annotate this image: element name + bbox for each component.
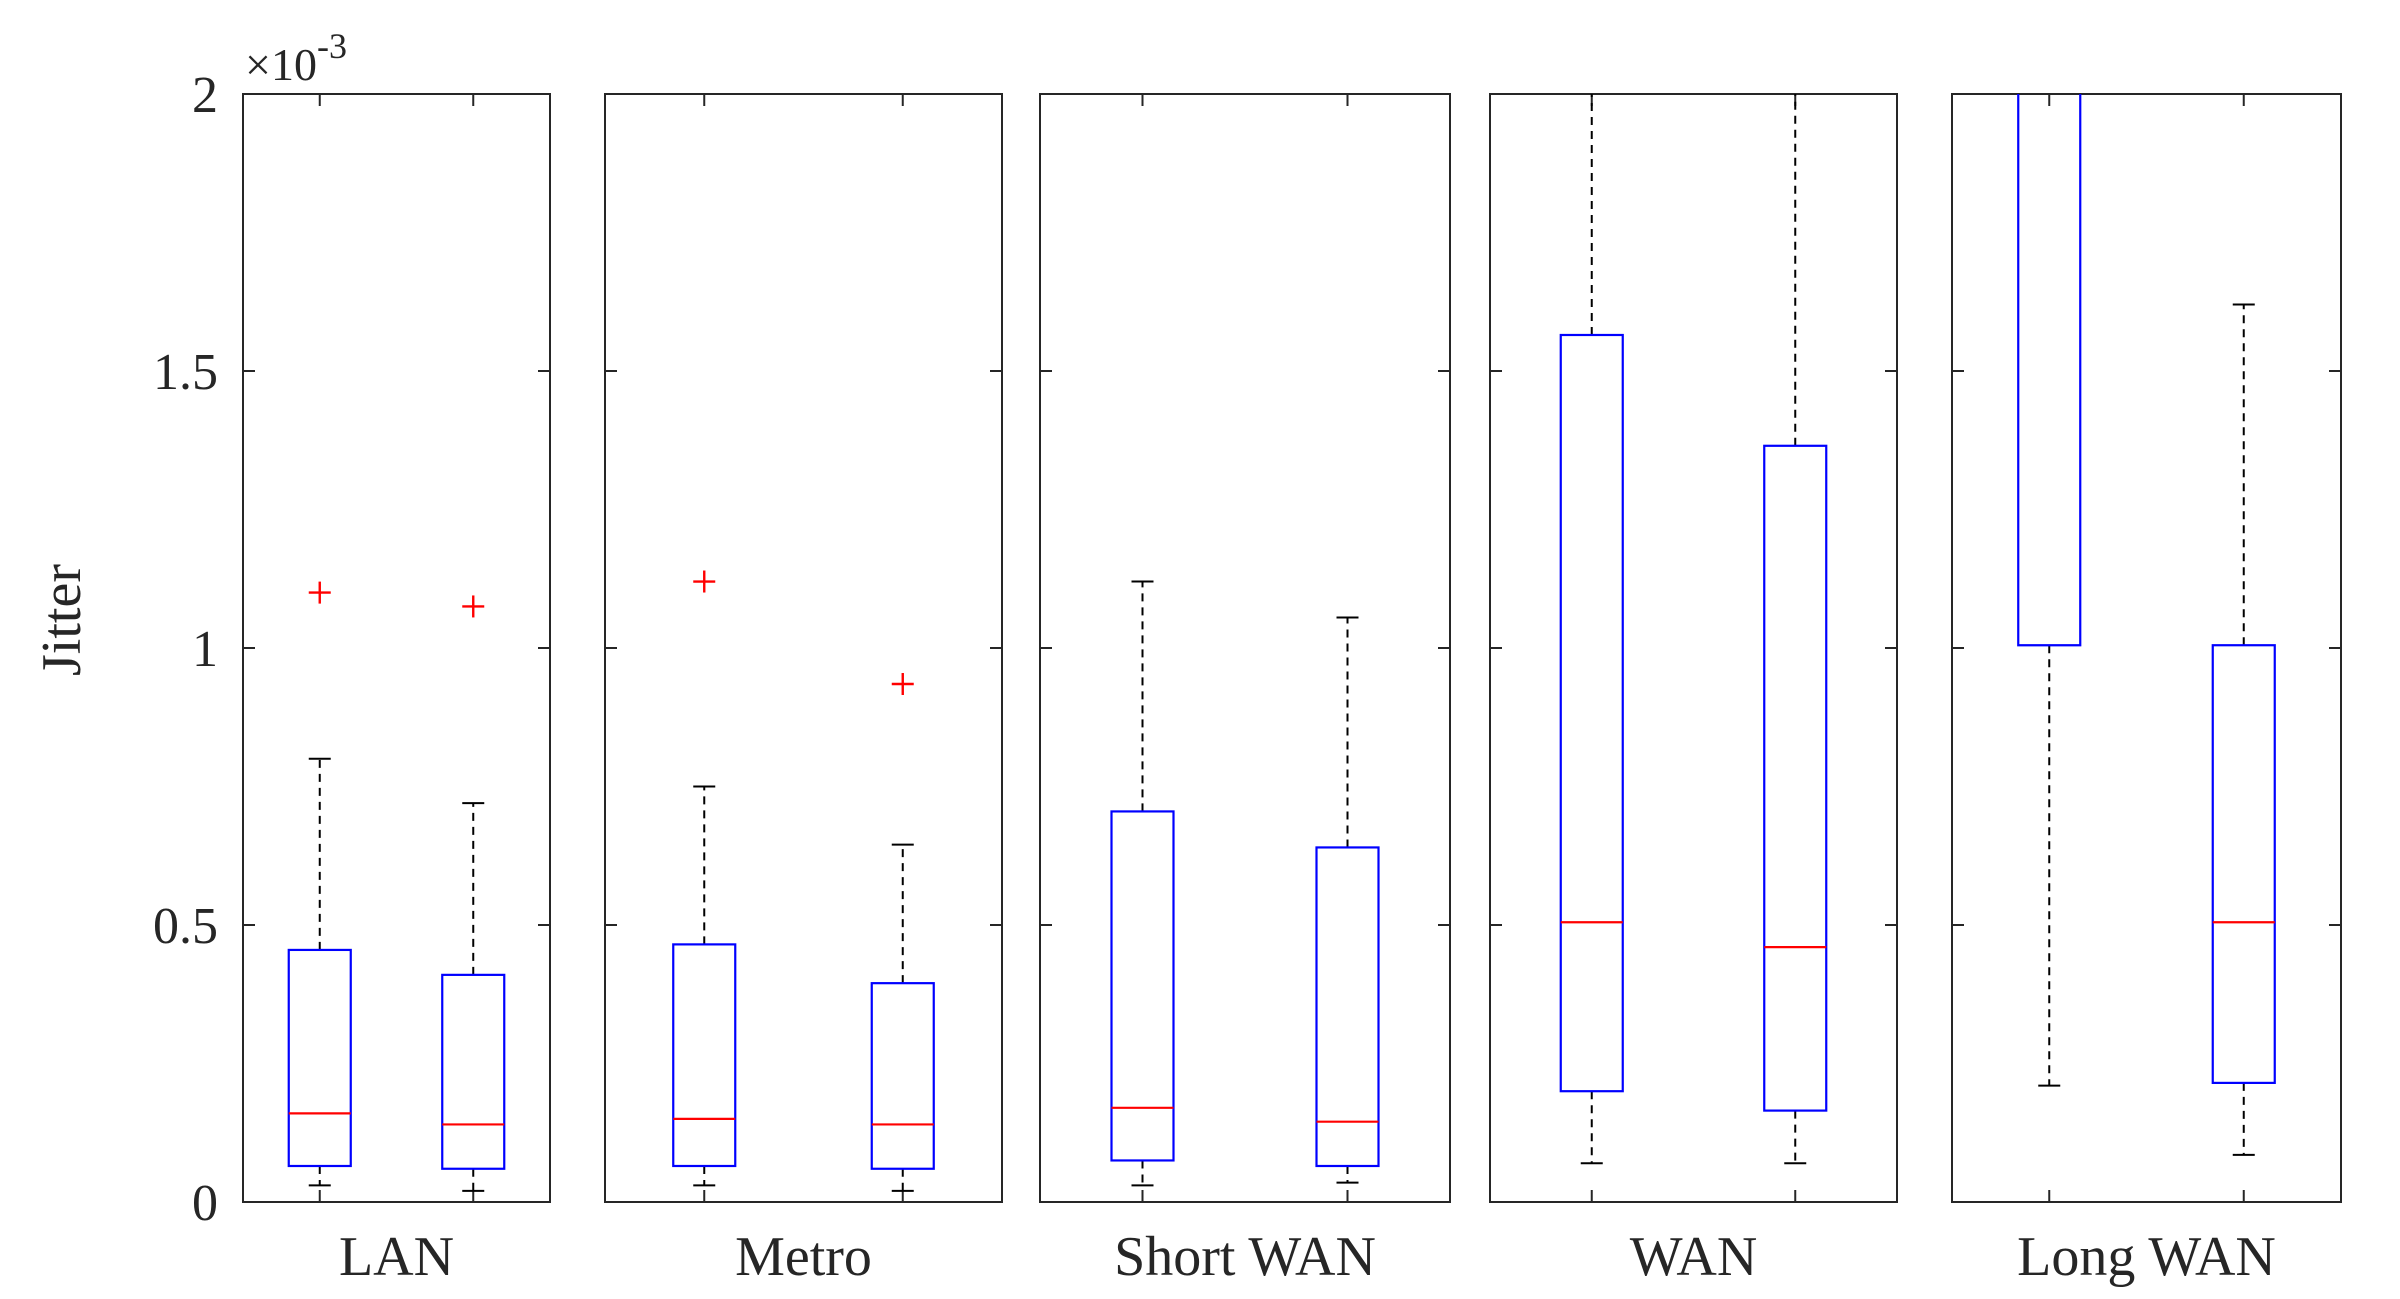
panel-long-wan: Long WAN: [1951, 93, 2342, 1288]
box-2: [1315, 616, 1380, 1184]
category-label: Short WAN: [1114, 1226, 1376, 1288]
box-1: [672, 570, 737, 1187]
box-2: [870, 673, 935, 1192]
y-exponent-label: ×10-3: [245, 26, 347, 90]
y-tick-label: 0: [192, 1175, 218, 1232]
iqr-box: [1763, 444, 1828, 1112]
category-label: Metro: [735, 1226, 872, 1288]
iqr-box: [2211, 644, 2276, 1084]
box-2: [441, 595, 506, 1192]
panel-frame: [1951, 93, 2342, 1203]
iqr-box: [1559, 333, 1624, 1093]
box-2: [2211, 303, 2276, 1156]
iqr-box: [870, 982, 935, 1170]
outlier-marker: [891, 673, 914, 696]
box-1: [2017, 94, 2082, 1087]
panel-lan: LAN: [242, 93, 551, 1288]
outlier-marker: [693, 570, 716, 593]
iqr-box: [287, 948, 352, 1168]
outlier-marker: [462, 595, 485, 618]
category-label: LAN: [339, 1226, 454, 1288]
iqr-box: [1315, 846, 1380, 1168]
outlier-marker: [308, 581, 331, 604]
panel-frame: [1039, 93, 1451, 1203]
y-axis-label: Jitter: [31, 564, 93, 676]
iqr-box: [2017, 94, 2082, 647]
box-1: [1110, 580, 1175, 1187]
panels-group: LAN Metro Short WAN WAN Long WAN 0 0.5 1 1.5 2: [153, 67, 2342, 1288]
box-1: [1559, 94, 1624, 1165]
category-label: WAN: [1630, 1226, 1758, 1288]
iqr-box: [441, 973, 506, 1170]
panel-frame: [604, 93, 1003, 1203]
panel-metro: Metro: [604, 93, 1003, 1288]
y-tick-labels: 0 0.5 1 1.5 2: [153, 67, 218, 1232]
category-label: Long WAN: [2017, 1226, 2276, 1288]
panel-frame: [1489, 93, 1898, 1203]
y-exponent-power: -3: [317, 26, 347, 66]
iqr-box: [672, 943, 737, 1168]
panel-short-wan: Short WAN: [1039, 93, 1451, 1288]
box-1: [287, 581, 352, 1187]
y-tick-label: 0.5: [153, 898, 218, 955]
y-exponent-base: ×10: [245, 39, 317, 90]
y-tick-label: 2: [192, 67, 218, 124]
panel-wan: WAN: [1489, 93, 1898, 1288]
y-tick-label: 1: [192, 621, 218, 678]
iqr-box: [1110, 810, 1175, 1162]
box-2: [1763, 94, 1828, 1165]
y-tick-label: 1.5: [153, 344, 218, 401]
